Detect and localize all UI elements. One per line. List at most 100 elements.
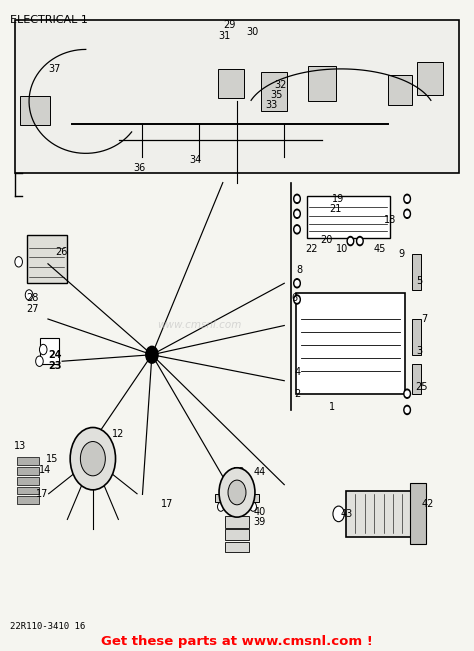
Text: 1: 1 (329, 402, 335, 411)
Text: 17: 17 (36, 490, 48, 499)
Bar (17, 477, 38, 484)
Text: 8: 8 (296, 266, 302, 275)
Circle shape (356, 236, 363, 245)
Circle shape (219, 468, 255, 517)
Text: 27: 27 (27, 304, 39, 314)
Text: 5: 5 (417, 276, 423, 286)
Text: 15: 15 (46, 454, 58, 464)
Circle shape (404, 209, 410, 218)
Circle shape (295, 196, 299, 201)
Text: 31: 31 (218, 31, 230, 42)
Text: 23: 23 (48, 361, 62, 372)
Text: 37: 37 (48, 64, 60, 74)
Text: 19: 19 (331, 194, 344, 204)
Bar (225, 542, 249, 551)
Text: 38: 38 (232, 467, 245, 477)
Text: 9: 9 (399, 249, 405, 259)
Text: 2: 2 (295, 389, 301, 399)
Bar (17, 458, 38, 465)
Bar (218, 69, 244, 98)
Text: 30: 30 (246, 27, 259, 37)
Circle shape (405, 391, 409, 396)
Circle shape (404, 389, 410, 398)
Bar (225, 529, 249, 540)
Bar (225, 516, 249, 528)
Text: ELECTRICAL 1: ELECTRICAL 1 (10, 15, 88, 25)
Bar (346, 491, 419, 536)
Circle shape (146, 346, 158, 363)
Text: 21: 21 (329, 204, 342, 214)
Circle shape (15, 256, 22, 267)
Text: 24: 24 (48, 350, 62, 360)
Circle shape (347, 236, 354, 245)
Text: 7: 7 (421, 314, 428, 324)
Circle shape (404, 194, 410, 203)
Circle shape (70, 428, 116, 490)
Bar (296, 293, 405, 394)
Circle shape (404, 406, 410, 415)
Circle shape (250, 502, 256, 511)
Bar (410, 483, 426, 544)
Circle shape (36, 356, 43, 367)
Text: 28: 28 (27, 292, 39, 303)
Circle shape (39, 344, 47, 355)
Text: 6: 6 (291, 293, 297, 303)
Bar (15, 20, 459, 173)
Text: 36: 36 (133, 163, 145, 173)
Circle shape (358, 238, 362, 243)
Text: 34: 34 (190, 155, 202, 165)
Text: www.cmsnl.com: www.cmsnl.com (157, 320, 241, 331)
Bar (412, 365, 421, 394)
Circle shape (405, 196, 409, 201)
Text: 42: 42 (421, 499, 434, 509)
Text: 29: 29 (223, 20, 235, 30)
Text: 10: 10 (336, 245, 348, 255)
Bar (417, 62, 443, 95)
Text: 11: 11 (95, 441, 108, 450)
Bar (308, 66, 336, 102)
Circle shape (294, 209, 301, 218)
Bar (261, 72, 287, 111)
Bar (412, 319, 421, 355)
Circle shape (405, 408, 409, 413)
Text: 20: 20 (320, 235, 333, 245)
Text: 40: 40 (254, 507, 266, 517)
Text: 25: 25 (416, 382, 428, 392)
Bar (216, 494, 258, 502)
Circle shape (295, 297, 299, 302)
Text: 43: 43 (341, 509, 353, 519)
Circle shape (218, 502, 224, 511)
Text: 39: 39 (254, 518, 266, 527)
Circle shape (228, 480, 246, 505)
Text: 22R110-3410 16: 22R110-3410 16 (10, 622, 85, 631)
Circle shape (25, 290, 33, 300)
Circle shape (295, 211, 299, 216)
Text: 4: 4 (295, 367, 301, 378)
Text: 32: 32 (275, 80, 287, 90)
Text: 3: 3 (417, 346, 423, 357)
Circle shape (295, 281, 299, 286)
Circle shape (294, 225, 301, 234)
Circle shape (405, 211, 409, 216)
Text: 44: 44 (254, 467, 266, 477)
Text: 26: 26 (55, 247, 67, 257)
Bar (17, 496, 38, 504)
Text: 13: 13 (14, 441, 26, 450)
Circle shape (294, 194, 301, 203)
Text: 12: 12 (112, 429, 124, 439)
Text: 35: 35 (270, 90, 283, 100)
Bar (19, 96, 50, 126)
Bar (17, 486, 38, 494)
Bar (27, 234, 67, 283)
Bar (17, 467, 38, 475)
Bar (388, 76, 412, 105)
Text: 45: 45 (374, 245, 386, 255)
Circle shape (81, 441, 105, 476)
Circle shape (295, 227, 299, 232)
Text: 18: 18 (383, 215, 396, 225)
Circle shape (294, 295, 301, 304)
Text: 41: 41 (232, 497, 245, 507)
Text: 33: 33 (265, 100, 278, 110)
Text: Get these parts at www.cmsnl.com !: Get these parts at www.cmsnl.com ! (101, 635, 373, 648)
Text: 14: 14 (38, 465, 51, 475)
